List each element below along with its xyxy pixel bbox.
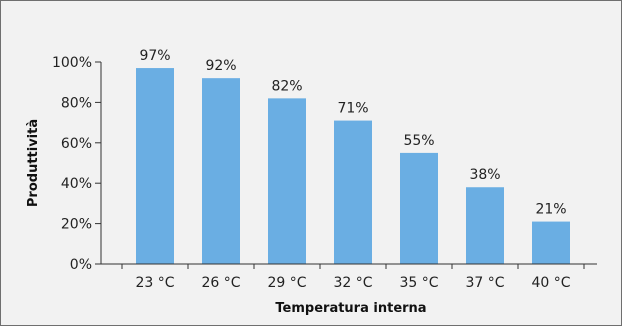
x-tick-label-1: 26 °C [201, 275, 240, 291]
x-axis-title: Temperatura interna [275, 301, 426, 316]
x-tick-label-2: 29 °C [267, 275, 306, 291]
y-tick-label-0: 0% [70, 257, 92, 273]
y-tick-label-1: 20% [61, 217, 92, 233]
bar-0 [136, 68, 174, 264]
axes-group [95, 61, 597, 269]
bar-2 [268, 98, 306, 264]
bars-group [136, 68, 570, 264]
y-tick-labels: 0% 20% 40% 60% 80% 100% [52, 55, 92, 273]
data-label-6: 21% [535, 202, 566, 218]
data-label-5: 38% [469, 167, 500, 183]
x-tick-label-0: 23 °C [135, 275, 174, 291]
bar-4 [400, 152, 438, 264]
data-label-4: 55% [403, 133, 434, 149]
x-tick-label-3: 32 °C [333, 275, 372, 291]
x-tick-label-5: 37 °C [465, 275, 504, 291]
data-label-1: 92% [205, 58, 236, 74]
bar-3 [334, 120, 372, 264]
x-tick-label-4: 35 °C [399, 275, 438, 291]
bar-1 [202, 78, 240, 264]
y-tick-label-2: 40% [61, 176, 92, 192]
x-tick-labels: 23 °C 26 °C 29 °C 32 °C 35 °C 37 °C 40 °C [135, 275, 570, 291]
x-tick-label-6: 40 °C [531, 275, 570, 291]
data-label-3: 71% [337, 101, 368, 117]
bar-5 [466, 187, 504, 264]
y-tick-label-5: 100% [52, 55, 92, 71]
y-tick-label-3: 60% [61, 136, 92, 152]
data-label-2: 82% [271, 78, 302, 94]
bar-6 [532, 221, 570, 264]
y-tick-label-4: 80% [61, 95, 92, 111]
y-axis-title: Produttività [26, 119, 41, 207]
data-label-0: 97% [139, 48, 170, 64]
data-labels-group: 97% 92% 82% 71% 55% 38% 21% [139, 48, 566, 218]
